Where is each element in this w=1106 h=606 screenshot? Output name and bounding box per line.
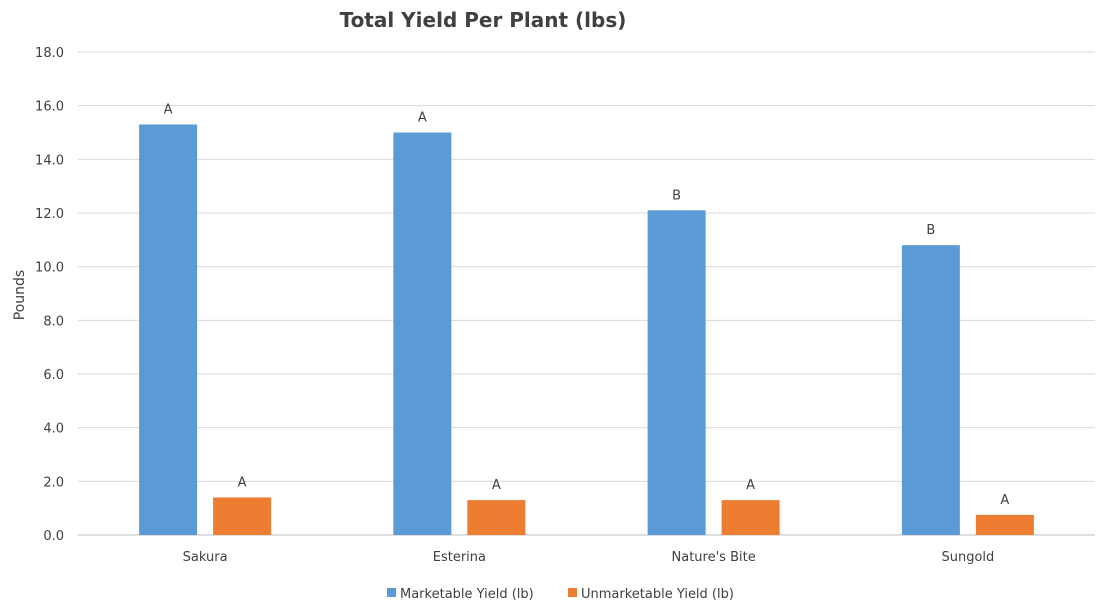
legend: Marketable Yield (lb) Unmarketable Yield … (387, 587, 734, 602)
y-axis-label: Pounds (12, 270, 28, 320)
y-tick-label: 8.0 (43, 314, 64, 329)
y-axis-ticks: 0.0 2.0 4.0 6.0 8.0 10.0 12.0 14.0 16.0 18.0 (35, 46, 64, 544)
bar-unmarketable (213, 497, 272, 535)
data-label: A (164, 102, 173, 117)
bar-marketable (139, 124, 198, 535)
y-tick-label: 0.0 (43, 529, 64, 544)
gridlines (78, 51, 1095, 536)
legend-label: Unmarketable Yield (lb) (581, 587, 734, 602)
y-tick-label: 4.0 (43, 422, 64, 437)
data-label: A (418, 111, 427, 126)
chart-title: Total Yield Per Plant (lbs) (340, 8, 627, 32)
data-label: B (672, 188, 681, 203)
legend-label: Marketable Yield (lb) (400, 587, 534, 602)
y-tick-label: 10.0 (35, 261, 64, 276)
x-tick-label: Sakura (183, 550, 228, 565)
y-tick-label: 2.0 (43, 475, 64, 490)
y-tick-label: 18.0 (35, 46, 64, 61)
bar-unmarketable (467, 500, 526, 535)
bar-marketable (647, 210, 706, 536)
data-labels: A A A A B A B A (164, 102, 1010, 507)
data-label: A (492, 478, 501, 493)
y-tick-label: 12.0 (35, 207, 64, 222)
bar-marketable (901, 245, 960, 535)
data-label: B (926, 223, 935, 238)
bar-unmarketable (975, 514, 1034, 535)
bars (139, 124, 1034, 536)
data-label: A (746, 478, 755, 493)
data-label: A (238, 475, 247, 490)
x-tick-label: Sungold (941, 550, 994, 565)
y-tick-label: 14.0 (35, 153, 64, 168)
y-tick-label: 6.0 (43, 368, 64, 383)
bar-unmarketable (721, 500, 780, 535)
x-tick-label: Nature's Bite (672, 550, 756, 565)
data-label: A (1000, 493, 1009, 508)
y-tick-label: 16.0 (35, 100, 64, 115)
bar-marketable (393, 132, 452, 535)
legend-swatch (387, 588, 396, 597)
legend-swatch (568, 588, 577, 597)
x-axis-ticks: Sakura Esterina Nature's Bite Sungold (183, 550, 995, 565)
x-tick-label: Esterina (433, 550, 486, 565)
